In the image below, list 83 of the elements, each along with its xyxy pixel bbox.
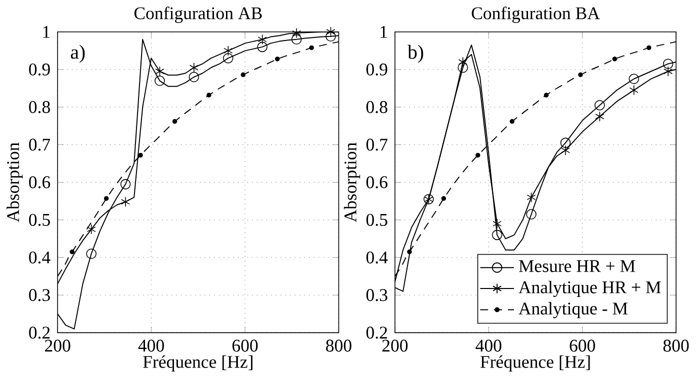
point	[492, 218, 502, 229]
point	[189, 62, 198, 73]
point	[309, 45, 314, 50]
y-tick-label: 0.7	[366, 138, 388, 151]
x-axis-title: Fréquence [Hz]	[143, 355, 252, 372]
y-tick-label: 0.6	[366, 176, 388, 188]
x-tick-label: 200	[45, 340, 70, 352]
y-tick-label: 0.4	[366, 251, 388, 264]
point	[172, 118, 178, 124]
point	[292, 28, 302, 38]
point	[291, 34, 302, 45]
point	[526, 209, 536, 220]
point	[223, 53, 234, 64]
point	[476, 152, 480, 158]
point	[206, 92, 212, 98]
point	[560, 138, 571, 148]
x-tick-label: 200	[382, 340, 408, 352]
point	[154, 76, 165, 86]
point	[510, 118, 514, 124]
x-tick-label: 400	[476, 340, 502, 352]
x-tick-label: 600	[232, 340, 258, 352]
point	[458, 62, 468, 73]
y-axis-title: Absorption	[344, 142, 360, 222]
legend-label: Mesure HR + M	[518, 260, 636, 272]
point	[188, 72, 200, 82]
point	[120, 178, 131, 190]
point	[458, 56, 468, 68]
y-tick-label: 0.6	[29, 176, 50, 188]
legend-label: Analytique HR + M	[518, 280, 661, 297]
y-tick-label: 0.7	[29, 138, 50, 151]
x-axis-title: Fréquence [Hz]	[480, 355, 590, 372]
y-tick-label: 0.5	[366, 214, 388, 226]
y-tick-label: 0.3	[366, 289, 388, 302]
point	[578, 72, 583, 78]
x-tick-label: 800	[326, 340, 352, 352]
point	[86, 224, 96, 234]
annotation: a)	[70, 44, 85, 63]
y-tick-label: 0.8	[366, 101, 388, 114]
y-tick-label: 0.4	[29, 251, 50, 264]
point	[326, 26, 336, 37]
point	[612, 56, 618, 62]
point	[240, 72, 246, 78]
chart-title: Configuration AB	[134, 6, 262, 23]
point	[646, 45, 652, 50]
annotation: b)	[408, 44, 424, 63]
y-tick-label: 0.2	[29, 326, 50, 339]
x-tick-label: 400	[138, 340, 164, 352]
point	[155, 66, 164, 76]
point	[526, 192, 536, 202]
y-tick-label: 0.8	[29, 101, 50, 114]
point	[492, 230, 502, 240]
point	[629, 84, 638, 96]
y-axis-title: Absorption	[6, 142, 23, 222]
point	[662, 58, 674, 69]
point	[594, 100, 605, 110]
point	[595, 111, 604, 122]
y-tick-label: 0.9	[366, 63, 388, 76]
x-tick-label: 600	[570, 340, 596, 352]
y-tick-label: 1	[43, 26, 50, 38]
chart-title: Configuration BA	[472, 6, 600, 23]
point	[104, 196, 109, 201]
y-tick-label: 0.9	[29, 63, 50, 76]
point	[70, 249, 74, 254]
x-tick-label: 800	[663, 340, 689, 352]
point	[138, 152, 143, 158]
y-tick-label: 1	[380, 26, 387, 38]
point	[664, 66, 673, 76]
point	[257, 42, 268, 52]
point	[224, 46, 233, 56]
point	[326, 31, 336, 42]
point	[441, 196, 446, 201]
point	[560, 145, 570, 156]
point	[274, 56, 280, 62]
point	[86, 248, 96, 259]
point	[407, 249, 412, 254]
point	[121, 196, 130, 207]
legend-label: Analytique - M	[518, 302, 628, 318]
y-tick-label: 0.5	[29, 214, 50, 226]
point	[544, 92, 549, 98]
y-tick-label: 0.3	[29, 289, 50, 302]
y-tick-label: 0.2	[366, 326, 387, 339]
point	[258, 34, 267, 45]
point	[628, 74, 640, 84]
